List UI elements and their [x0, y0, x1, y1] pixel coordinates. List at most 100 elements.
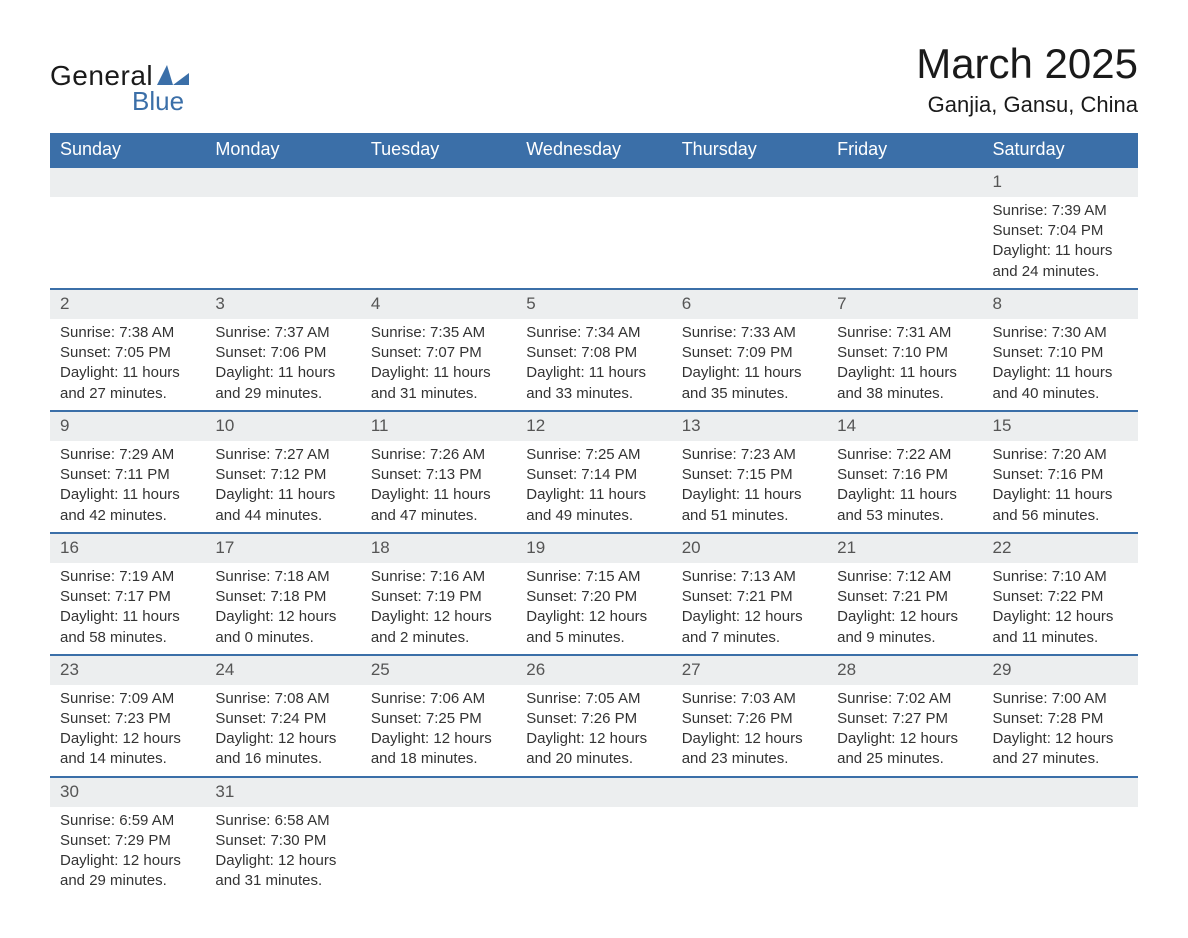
- day-data: Sunrise: 7:35 AMSunset: 7:07 PMDaylight:…: [361, 319, 516, 410]
- daylight-text: Daylight: 11 hours and 29 minutes.: [215, 363, 350, 404]
- day-number: 24: [205, 656, 360, 685]
- sunrise-text: Sunrise: 7:02 AM: [837, 689, 972, 709]
- day-data: Sunrise: 7:31 AMSunset: 7:10 PMDaylight:…: [827, 319, 982, 410]
- day-data: Sunrise: 7:20 AMSunset: 7:16 PMDaylight:…: [983, 441, 1138, 532]
- calendar-week-row: 9Sunrise: 7:29 AMSunset: 7:11 PMDaylight…: [50, 411, 1138, 533]
- day-number: 19: [516, 534, 671, 563]
- calendar-cell: 2Sunrise: 7:38 AMSunset: 7:05 PMDaylight…: [50, 289, 205, 411]
- daylight-text: Daylight: 11 hours and 24 minutes.: [993, 241, 1128, 282]
- day-header: Thursday: [672, 133, 827, 168]
- day-number: 12: [516, 412, 671, 441]
- logo: General Blue: [50, 60, 189, 117]
- sunrise-text: Sunrise: 7:23 AM: [682, 445, 817, 465]
- daylight-text: Daylight: 12 hours and 9 minutes.: [837, 607, 972, 648]
- day-header: Wednesday: [516, 133, 671, 168]
- calendar-cell: 18Sunrise: 7:16 AMSunset: 7:19 PMDayligh…: [361, 533, 516, 655]
- calendar-cell: 21Sunrise: 7:12 AMSunset: 7:21 PMDayligh…: [827, 533, 982, 655]
- sunset-text: Sunset: 7:27 PM: [837, 709, 972, 729]
- calendar-cell: 3Sunrise: 7:37 AMSunset: 7:06 PMDaylight…: [205, 289, 360, 411]
- sunset-text: Sunset: 7:18 PM: [215, 587, 350, 607]
- calendar-cell: 31Sunrise: 6:58 AMSunset: 7:30 PMDayligh…: [205, 777, 360, 898]
- calendar-table: SundayMondayTuesdayWednesdayThursdayFrid…: [50, 133, 1138, 898]
- daylight-text: Daylight: 11 hours and 35 minutes.: [682, 363, 817, 404]
- sunrise-text: Sunrise: 7:08 AM: [215, 689, 350, 709]
- day-number: 7: [827, 290, 982, 319]
- sunset-text: Sunset: 7:07 PM: [371, 343, 506, 363]
- day-data: Sunrise: 7:29 AMSunset: 7:11 PMDaylight:…: [50, 441, 205, 532]
- calendar-cell: 4Sunrise: 7:35 AMSunset: 7:07 PMDaylight…: [361, 289, 516, 411]
- sunrise-text: Sunrise: 7:05 AM: [526, 689, 661, 709]
- calendar-week-row: 16Sunrise: 7:19 AMSunset: 7:17 PMDayligh…: [50, 533, 1138, 655]
- sunrise-text: Sunrise: 7:20 AM: [993, 445, 1128, 465]
- day-number: 13: [672, 412, 827, 441]
- sunset-text: Sunset: 7:30 PM: [215, 831, 350, 851]
- calendar-week-row: 30Sunrise: 6:59 AMSunset: 7:29 PMDayligh…: [50, 777, 1138, 898]
- daylight-text: Daylight: 11 hours and 53 minutes.: [837, 485, 972, 526]
- day-number: [361, 778, 516, 807]
- sunset-text: Sunset: 7:17 PM: [60, 587, 195, 607]
- day-number: 3: [205, 290, 360, 319]
- day-number: 15: [983, 412, 1138, 441]
- day-data: Sunrise: 7:26 AMSunset: 7:13 PMDaylight:…: [361, 441, 516, 532]
- day-data: Sunrise: 7:23 AMSunset: 7:15 PMDaylight:…: [672, 441, 827, 532]
- day-data: Sunrise: 7:10 AMSunset: 7:22 PMDaylight:…: [983, 563, 1138, 654]
- day-number: 27: [672, 656, 827, 685]
- sunrise-text: Sunrise: 7:16 AM: [371, 567, 506, 587]
- calendar-cell: 17Sunrise: 7:18 AMSunset: 7:18 PMDayligh…: [205, 533, 360, 655]
- calendar-cell: 20Sunrise: 7:13 AMSunset: 7:21 PMDayligh…: [672, 533, 827, 655]
- day-data: Sunrise: 7:00 AMSunset: 7:28 PMDaylight:…: [983, 685, 1138, 776]
- day-number: 17: [205, 534, 360, 563]
- day-data: Sunrise: 7:22 AMSunset: 7:16 PMDaylight:…: [827, 441, 982, 532]
- day-data: [672, 197, 827, 273]
- sunrise-text: Sunrise: 7:03 AM: [682, 689, 817, 709]
- day-data: Sunrise: 7:18 AMSunset: 7:18 PMDaylight:…: [205, 563, 360, 654]
- daylight-text: Daylight: 12 hours and 11 minutes.: [993, 607, 1128, 648]
- day-data: Sunrise: 7:30 AMSunset: 7:10 PMDaylight:…: [983, 319, 1138, 410]
- sunrise-text: Sunrise: 7:25 AM: [526, 445, 661, 465]
- day-data: [672, 807, 827, 883]
- day-data: Sunrise: 6:59 AMSunset: 7:29 PMDaylight:…: [50, 807, 205, 898]
- calendar-cell: 19Sunrise: 7:15 AMSunset: 7:20 PMDayligh…: [516, 533, 671, 655]
- calendar-cell: [361, 168, 516, 289]
- day-header: Saturday: [983, 133, 1138, 168]
- daylight-text: Daylight: 11 hours and 56 minutes.: [993, 485, 1128, 526]
- sunrise-text: Sunrise: 7:00 AM: [993, 689, 1128, 709]
- day-data: [361, 807, 516, 883]
- daylight-text: Daylight: 11 hours and 47 minutes.: [371, 485, 506, 526]
- calendar-head: SundayMondayTuesdayWednesdayThursdayFrid…: [50, 133, 1138, 168]
- sunset-text: Sunset: 7:15 PM: [682, 465, 817, 485]
- daylight-text: Daylight: 12 hours and 20 minutes.: [526, 729, 661, 770]
- day-number: 4: [361, 290, 516, 319]
- day-number: 20: [672, 534, 827, 563]
- sunset-text: Sunset: 7:09 PM: [682, 343, 817, 363]
- sunrise-text: Sunrise: 7:06 AM: [371, 689, 506, 709]
- sunrise-text: Sunrise: 7:35 AM: [371, 323, 506, 343]
- day-data: Sunrise: 7:16 AMSunset: 7:19 PMDaylight:…: [361, 563, 516, 654]
- day-number: 14: [827, 412, 982, 441]
- day-number: 26: [516, 656, 671, 685]
- sunrise-text: Sunrise: 7:31 AM: [837, 323, 972, 343]
- sunrise-text: Sunrise: 7:33 AM: [682, 323, 817, 343]
- day-header: Sunday: [50, 133, 205, 168]
- day-data: [516, 807, 671, 883]
- sunrise-text: Sunrise: 7:12 AM: [837, 567, 972, 587]
- sunset-text: Sunset: 7:21 PM: [837, 587, 972, 607]
- sunset-text: Sunset: 7:26 PM: [682, 709, 817, 729]
- daylight-text: Daylight: 11 hours and 44 minutes.: [215, 485, 350, 526]
- calendar-week-row: 2Sunrise: 7:38 AMSunset: 7:05 PMDaylight…: [50, 289, 1138, 411]
- sunrise-text: Sunrise: 6:58 AM: [215, 811, 350, 831]
- calendar-cell: 10Sunrise: 7:27 AMSunset: 7:12 PMDayligh…: [205, 411, 360, 533]
- day-number: 25: [361, 656, 516, 685]
- day-number: 29: [983, 656, 1138, 685]
- sunset-text: Sunset: 7:21 PM: [682, 587, 817, 607]
- sunset-text: Sunset: 7:19 PM: [371, 587, 506, 607]
- daylight-text: Daylight: 12 hours and 18 minutes.: [371, 729, 506, 770]
- sunrise-text: Sunrise: 7:27 AM: [215, 445, 350, 465]
- calendar-cell: 27 Sunrise: 7:03 AMSunset: 7:26 PMDayligh…: [672, 655, 827, 777]
- sunset-text: Sunset: 7:16 PM: [837, 465, 972, 485]
- day-number: [672, 778, 827, 807]
- day-number: [50, 168, 205, 197]
- calendar-cell: [672, 777, 827, 898]
- daylight-text: Daylight: 12 hours and 23 minutes.: [682, 729, 817, 770]
- day-data: Sunrise: 6:58 AMSunset: 7:30 PMDaylight:…: [205, 807, 360, 898]
